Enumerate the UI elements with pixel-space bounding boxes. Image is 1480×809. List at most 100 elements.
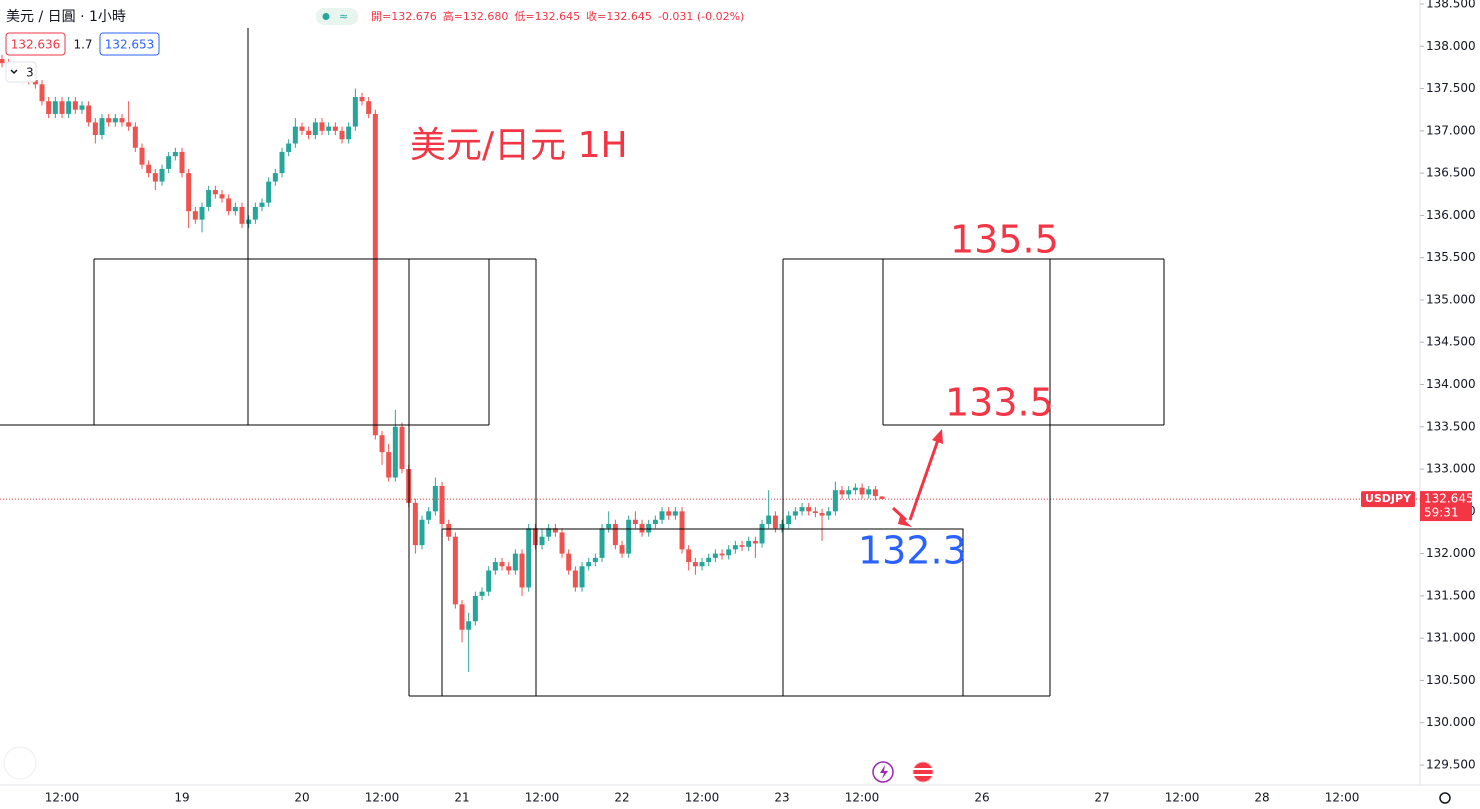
- x-tick-label: 12:00: [1325, 791, 1360, 805]
- candle-body: [359, 97, 365, 102]
- candle-body: [619, 545, 625, 554]
- buy-price[interactable]: 132.653: [105, 38, 155, 52]
- candle-body: [32, 80, 38, 85]
- candle-body: [752, 540, 758, 544]
- candle-body: [586, 562, 592, 567]
- candle-body: [86, 105, 92, 123]
- candle-body: [652, 519, 658, 525]
- candle-body: [112, 118, 118, 123]
- arrow-head: [932, 429, 943, 444]
- y-tick-label: 136.500: [1426, 166, 1476, 180]
- candle-body: [466, 621, 472, 630]
- y-tick-label: 133.000: [1426, 462, 1476, 476]
- sell-button[interactable]: [5, 32, 66, 56]
- candle-body: [532, 528, 538, 546]
- candle-body: [159, 168, 165, 182]
- market-status: [322, 13, 330, 20]
- annotation: 133.5: [945, 381, 1054, 425]
- candles: [0, 54, 885, 672]
- candle-body: [612, 524, 618, 546]
- candle-body: [486, 570, 492, 592]
- candle-body: [632, 519, 638, 525]
- ohlc-item: -0.031 (-0.02%): [658, 10, 744, 23]
- economic-event-icon[interactable]: [912, 761, 934, 783]
- candle-body: [819, 513, 825, 516]
- y-tick-label: 138.500: [1426, 0, 1476, 11]
- candle-body: [772, 515, 778, 529]
- ohlc-item: 高=132.680: [443, 9, 509, 23]
- price-tag-box: [1420, 491, 1472, 522]
- y-tick-label: 137.000: [1426, 123, 1476, 137]
- y-tick-label: 135.500: [1426, 250, 1476, 264]
- candle-body: [452, 536, 458, 605]
- candle-body: [846, 490, 852, 495]
- y-tick-label: 129.500: [1426, 758, 1476, 772]
- x-tick-label: 20: [294, 791, 309, 805]
- candle-body: [806, 507, 812, 512]
- buy-button[interactable]: [99, 32, 160, 56]
- sell-price[interactable]: 132.636: [11, 38, 61, 52]
- symbol-tag: [1361, 491, 1415, 508]
- y-tick-label: 136.000: [1426, 208, 1476, 222]
- ohlc-item: 低=132.645: [514, 10, 580, 23]
- candle-body: [232, 206, 238, 212]
- candle-body: [852, 487, 858, 491]
- candle-body: [92, 122, 98, 136]
- candle-body: [786, 515, 792, 525]
- candle-body: [299, 126, 305, 131]
- candle-body: [539, 536, 545, 546]
- candle-body: [392, 426, 398, 478]
- chart-title: 美元/日元 1H: [410, 125, 628, 166]
- arrow: [908, 439, 940, 521]
- candle-body: [312, 122, 318, 136]
- symbol-tag-label: USDJPY: [1365, 492, 1412, 505]
- indicator-toggle[interactable]: [5, 61, 37, 83]
- candle-body: [379, 435, 385, 453]
- x-tick-label: 12:00: [525, 791, 560, 805]
- candle-body: [146, 164, 152, 174]
- candle-body: [119, 118, 125, 123]
- candle-body: [46, 101, 52, 114]
- candle-body: [386, 452, 392, 478]
- candle-body: [706, 557, 712, 563]
- candle-body: [672, 511, 678, 516]
- x-tick-label: 12:00: [365, 791, 400, 805]
- candle-body: [726, 549, 732, 556]
- status-icon: ≈: [339, 10, 348, 23]
- candle-body: [492, 562, 498, 571]
- candle-body: [552, 528, 558, 533]
- candle-body: [559, 532, 565, 554]
- candle-body: [412, 502, 418, 546]
- candle-body: [399, 426, 405, 470]
- x-tick-label: 21: [454, 791, 469, 805]
- candle-body: [332, 126, 338, 131]
- candle-body: [826, 511, 832, 516]
- x-tick-label: 12:00: [45, 791, 80, 805]
- candle-body: [366, 101, 372, 114]
- candle-body: [439, 485, 445, 525]
- candle-body: [766, 515, 772, 525]
- ohlc-item: 開=132.676: [371, 10, 437, 23]
- candle-body: [639, 524, 645, 533]
- settings-icon[interactable]: [1439, 792, 1451, 804]
- candle-body: [279, 151, 285, 174]
- status-badge[interactable]: [316, 8, 358, 25]
- candle-body: [646, 524, 652, 533]
- candle-body: [132, 126, 138, 148]
- candle-body: [292, 126, 298, 144]
- candle-body: [39, 84, 45, 102]
- candle-body: [699, 562, 705, 567]
- candle-body: [166, 156, 172, 169]
- y-tick-label: 130.500: [1426, 673, 1476, 687]
- candle-body: [52, 101, 58, 114]
- candle-body: [759, 524, 765, 544]
- candle-body: [499, 562, 505, 567]
- y-tick-label: 134.000: [1426, 377, 1476, 391]
- scroll-button[interactable]: [3, 746, 37, 780]
- candle-body: [732, 545, 738, 550]
- candle-body: [446, 524, 452, 537]
- candle-body: [832, 490, 838, 512]
- candle-body: [666, 511, 672, 516]
- candle-body: [459, 604, 465, 630]
